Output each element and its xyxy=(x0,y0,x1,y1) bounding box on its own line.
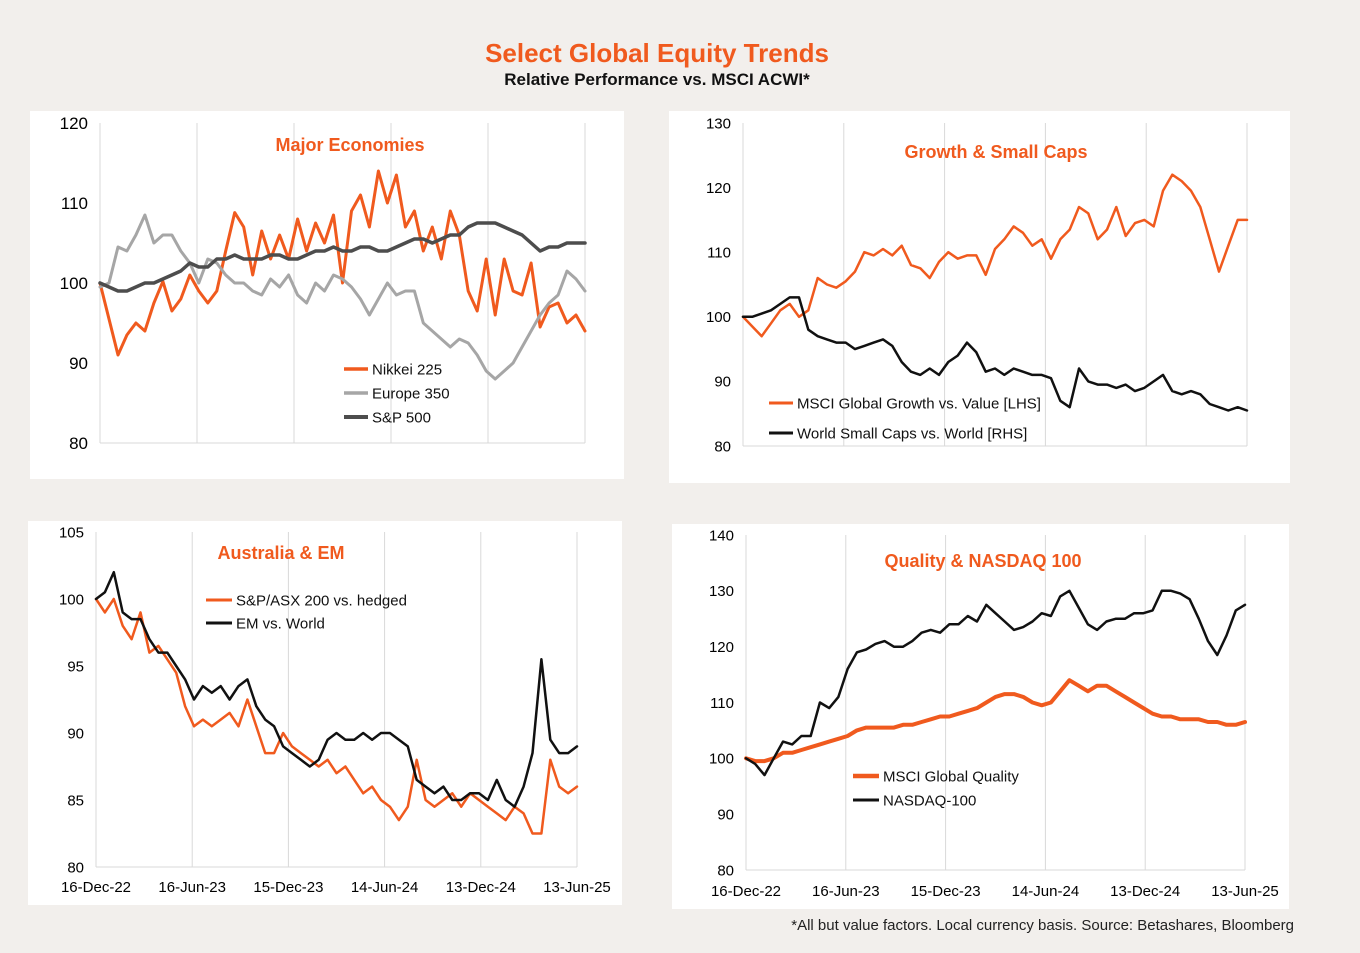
chart-panel-growth-small-caps: 80 90 100 110 120 130 Growth & Small Caps MSCI … xyxy=(669,111,1290,483)
y-tick-label: 110 xyxy=(61,194,88,213)
y-tick-label: 100 xyxy=(60,274,88,293)
y-tick-label: 100 xyxy=(709,751,734,768)
legend-label: World Small Caps vs. World [RHS] xyxy=(797,426,1027,443)
series-line-nikkei-225 xyxy=(98,169,587,357)
legend-label: S&P 500 xyxy=(372,410,431,427)
y-tick-label: 130 xyxy=(706,115,731,132)
y-tick-label: 100 xyxy=(59,591,84,608)
chart-panel-quality-nasdaq: 16-Dec-22 16-Jun-23 15-Dec-23 14-Jun-24 13-D… xyxy=(672,524,1289,909)
footnote: *All but value factors. Local currency b… xyxy=(791,917,1294,934)
x-tick-label: 13-Jun-25 xyxy=(1211,883,1279,900)
x-tick-label: 16-Dec-22 xyxy=(711,883,781,900)
y-tick-label: 90 xyxy=(67,725,84,742)
legend-label: NASDAQ-100 xyxy=(883,793,976,810)
series-line-msci-global-quality xyxy=(744,678,1247,764)
chart-quality-nasdaq: 16-Dec-22 16-Jun-23 15-Dec-23 14-Jun-24 13-D… xyxy=(709,527,1279,900)
main-title: Select Global Equity Trends xyxy=(485,38,829,68)
y-tick-label: 105 xyxy=(59,524,84,541)
x-tick-label: 16-Dec-22 xyxy=(61,879,131,896)
y-tick-label: 80 xyxy=(69,434,88,453)
chart-panel-major-economies: 80 90 100 110 120 Major Economies Nikkei 225 Eu… xyxy=(30,111,624,479)
main-subtitle: Relative Performance vs. MSCI ACWI* xyxy=(504,70,810,89)
x-tick-label: 15-Dec-23 xyxy=(911,883,981,900)
series-line-s-p-500 xyxy=(98,221,587,293)
legend-label: MSCI Global Growth vs. Value [LHS] xyxy=(797,396,1041,413)
y-tick-label: 100 xyxy=(706,309,731,326)
y-tick-label: 120 xyxy=(709,639,734,656)
series-line-nasdaq-100 xyxy=(744,589,1247,777)
y-tick-label: 95 xyxy=(67,658,84,675)
x-tick-label: 16-Jun-23 xyxy=(158,879,226,896)
series-line-msci-global-growth-vs-value-lhs xyxy=(741,173,1249,338)
x-tick-label: 13-Dec-24 xyxy=(446,879,516,896)
chart-title: Quality & NASDAQ 100 xyxy=(884,551,1081,571)
legend-label: MSCI Global Quality xyxy=(883,769,1019,786)
series-line-world-small-caps-vs-world-rhs xyxy=(741,296,1249,412)
x-tick-label: 14-Jun-24 xyxy=(351,879,419,896)
legend-label: Nikkei 225 xyxy=(372,362,442,379)
legend-label: S&P/ASX 200 vs. hedged xyxy=(236,593,407,610)
chart-title: Growth & Small Caps xyxy=(904,142,1087,162)
y-tick-label: 85 xyxy=(67,792,84,809)
y-tick-label: 80 xyxy=(714,438,731,455)
legend-label: EM vs. World xyxy=(236,616,325,633)
chart-major-economies: 80 90 100 110 120 Major Economies Nikkei 225 Eu… xyxy=(60,114,587,453)
x-tick-label: 13-Dec-24 xyxy=(1110,883,1180,900)
y-tick-label: 80 xyxy=(717,862,734,879)
y-tick-label: 140 xyxy=(709,527,734,544)
y-tick-label: 90 xyxy=(69,354,88,373)
x-tick-label: 15-Dec-23 xyxy=(253,879,323,896)
chart-title: Major Economies xyxy=(275,135,424,155)
series-line-europe-350 xyxy=(98,213,587,381)
chart-title: Australia & EM xyxy=(217,543,344,563)
series-line-em-vs-world xyxy=(94,570,579,808)
y-tick-label: 120 xyxy=(60,114,88,133)
y-tick-label: 120 xyxy=(706,180,731,197)
y-tick-label: 130 xyxy=(709,583,734,600)
chart-australia-em: 16-Dec-22 16-Jun-23 15-Dec-23 14-Jun-24 13-D… xyxy=(59,524,611,896)
y-tick-label: 110 xyxy=(710,695,734,712)
x-tick-label: 14-Jun-24 xyxy=(1012,883,1080,900)
y-tick-label: 80 xyxy=(67,859,84,876)
y-tick-label: 90 xyxy=(714,374,731,391)
legend-label: Europe 350 xyxy=(372,386,450,403)
chart-panel-australia-em: 16-Dec-22 16-Jun-23 15-Dec-23 14-Jun-24 13-D… xyxy=(28,521,622,905)
chart-growth-small-caps: 80 90 100 110 120 130 Growth & Small Caps MSCI … xyxy=(706,115,1249,455)
y-tick-label: 90 xyxy=(717,806,734,823)
y-tick-label: 110 xyxy=(707,244,731,261)
x-tick-label: 16-Jun-23 xyxy=(812,883,880,900)
x-tick-label: 13-Jun-25 xyxy=(543,879,611,896)
series-line-s-p-asx-200-vs-hedged xyxy=(94,597,579,835)
